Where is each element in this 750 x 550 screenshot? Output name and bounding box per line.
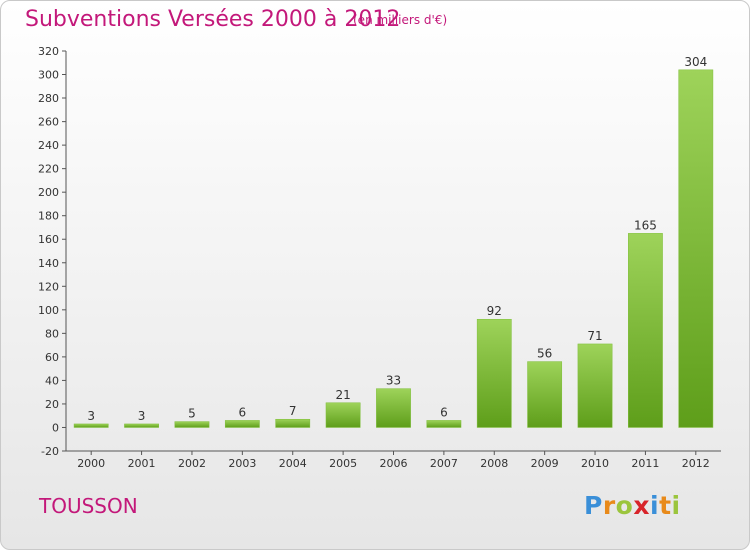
x-tick-label: 2004 <box>279 457 307 470</box>
y-tick-label: 320 <box>38 45 59 58</box>
y-tick-label: 220 <box>38 163 59 176</box>
bar-value-label: 304 <box>684 55 707 69</box>
y-tick-label: 180 <box>38 210 59 223</box>
x-tick-label: 2001 <box>128 457 156 470</box>
y-tick-label: 40 <box>45 374 59 387</box>
bar-value-label: 6 <box>440 405 448 419</box>
y-tick-label: 80 <box>45 327 59 340</box>
bar <box>224 420 260 428</box>
logo-letter: r <box>602 491 616 520</box>
bar <box>628 233 663 428</box>
bar-value-label: 56 <box>537 347 552 361</box>
y-tick-label: 160 <box>38 233 59 246</box>
y-tick-label: 100 <box>38 304 59 317</box>
logo-letter: i <box>650 491 660 520</box>
x-tick-label: 2008 <box>480 457 508 470</box>
logo-letter: t <box>659 491 672 520</box>
logo-letter: P <box>584 491 603 520</box>
y-tick-label: 120 <box>38 280 59 293</box>
x-tick-label: 2009 <box>531 457 559 470</box>
bar <box>476 318 512 428</box>
y-tick-label: 240 <box>38 139 59 152</box>
x-tick-label: 2000 <box>77 457 105 470</box>
commune-name: TOUSSON <box>39 494 138 518</box>
y-tick-label: -20 <box>41 445 59 458</box>
y-tick-label: 280 <box>38 92 59 105</box>
bar-value-label: 3 <box>138 409 146 423</box>
bar-value-label: 7 <box>289 404 297 418</box>
x-tick-label: 2003 <box>228 457 256 470</box>
x-tick-label: 2005 <box>329 457 357 470</box>
bar <box>678 69 714 428</box>
bar <box>275 418 311 428</box>
x-tick-label: 2012 <box>682 457 710 470</box>
bar <box>577 343 613 428</box>
bar-value-label: 165 <box>634 218 657 232</box>
bar-value-label: 3 <box>87 409 95 423</box>
chart-title: Subventions Versées 2000 à 2012 <box>25 7 401 32</box>
y-tick-label: 20 <box>45 398 59 411</box>
bar <box>73 423 109 428</box>
bar-value-label: 33 <box>386 374 401 388</box>
chart-subtitle: (en milliers d'€) <box>353 13 448 27</box>
bar-value-label: 6 <box>239 405 247 419</box>
x-tick-label: 2010 <box>581 457 609 470</box>
y-tick-label: 300 <box>38 69 59 82</box>
x-tick-label: 2011 <box>631 457 659 470</box>
proxiti-logo: Proxiti <box>584 491 681 520</box>
logo-letter: i <box>671 491 681 520</box>
bar-value-label: 92 <box>487 304 502 318</box>
logo-letter: o <box>615 491 634 520</box>
y-tick-label: 200 <box>38 186 59 199</box>
bar <box>325 402 361 428</box>
y-tick-label: 0 <box>52 421 59 434</box>
bar-value-label: 5 <box>188 407 196 421</box>
bar-value-label: 21 <box>335 388 350 402</box>
x-tick-label: 2002 <box>178 457 206 470</box>
x-tick-label: 2007 <box>430 457 458 470</box>
y-tick-label: 140 <box>38 257 59 270</box>
logo-letter: x <box>633 491 650 520</box>
bar <box>124 423 159 428</box>
y-tick-label: 60 <box>45 351 59 364</box>
bar <box>174 421 210 428</box>
y-tick-label: 260 <box>38 116 59 129</box>
bar-value-label: 71 <box>587 329 602 343</box>
bar <box>376 388 411 428</box>
bar <box>426 420 462 428</box>
bar <box>527 361 563 428</box>
x-tick-label: 2006 <box>380 457 408 470</box>
